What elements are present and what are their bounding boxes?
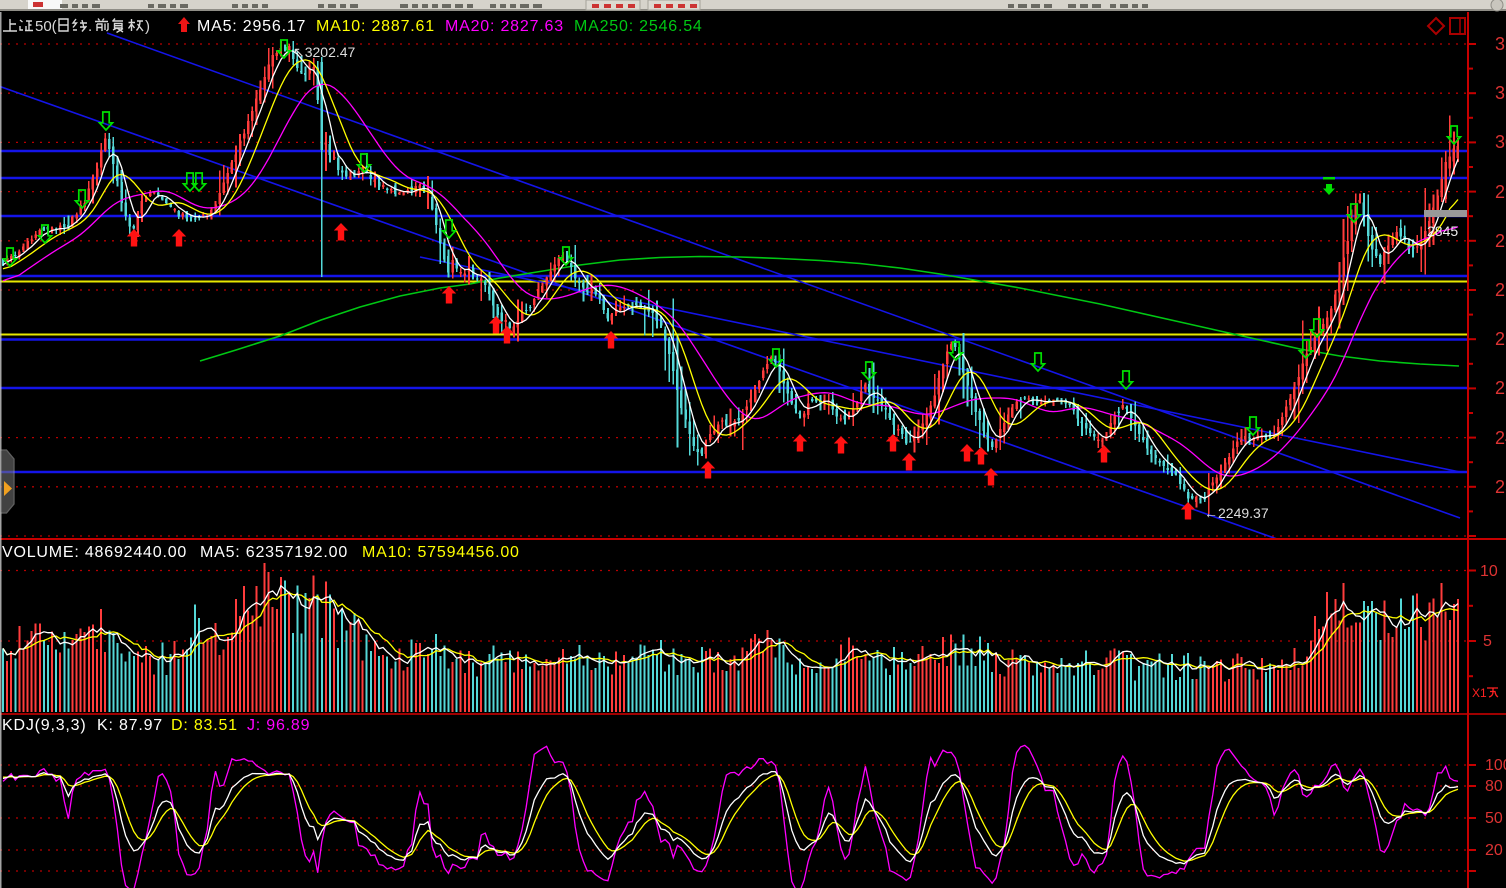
svg-text:.: . <box>88 18 92 35</box>
svg-text:D: 83.51: D: 83.51 <box>171 717 238 734</box>
svg-text:↖3202.47: ↖3202.47 <box>293 44 356 60</box>
svg-text:2500: 2500 <box>1495 378 1506 398</box>
svg-text:X1: X1 <box>1472 686 1487 700</box>
svg-text:2845: 2845 <box>1427 223 1458 239</box>
svg-text:50(: 50( <box>35 18 57 35</box>
svg-text:5: 5 <box>1483 633 1492 650</box>
svg-text:2600: 2600 <box>1495 329 1506 349</box>
svg-text:MA20: 2827.63: MA20: 2827.63 <box>445 18 564 35</box>
svg-text:50: 50 <box>1485 810 1503 827</box>
svg-text:3100: 3100 <box>1495 83 1506 103</box>
svg-text:J: 96.89: J: 96.89 <box>247 717 310 734</box>
svg-text:2300: 2300 <box>1495 477 1506 497</box>
svg-text:80: 80 <box>1485 778 1503 795</box>
svg-text:MA5: 62357192.00: MA5: 62357192.00 <box>200 544 348 561</box>
svg-text:10: 10 <box>1480 563 1498 580</box>
svg-text:20: 20 <box>1485 842 1503 859</box>
svg-text:MA250: 2546.54: MA250: 2546.54 <box>574 18 703 35</box>
svg-text:MA10: 57594456.00: MA10: 57594456.00 <box>362 544 520 561</box>
svg-text:3000: 3000 <box>1495 132 1506 152</box>
svg-text:MA5: 2956.17: MA5: 2956.17 <box>197 18 306 35</box>
svg-text:100: 100 <box>1485 757 1506 774</box>
svg-text:2900: 2900 <box>1495 182 1506 202</box>
svg-text:KDJ(9,3,3): KDJ(9,3,3) <box>2 717 86 734</box>
svg-text:MA10: 2887.61: MA10: 2887.61 <box>316 18 435 35</box>
svg-text:K: 87.97: K: 87.97 <box>97 717 163 734</box>
svg-text:2800: 2800 <box>1495 231 1506 251</box>
svg-text:VOLUME: 48692440.00: VOLUME: 48692440.00 <box>2 544 187 561</box>
svg-text:3200: 3200 <box>1495 34 1506 54</box>
svg-text:): ) <box>145 18 150 35</box>
svg-text:2700: 2700 <box>1495 280 1506 300</box>
svg-text:2400: 2400 <box>1495 428 1506 448</box>
svg-text:←2249.37: ←2249.37 <box>1204 505 1269 521</box>
